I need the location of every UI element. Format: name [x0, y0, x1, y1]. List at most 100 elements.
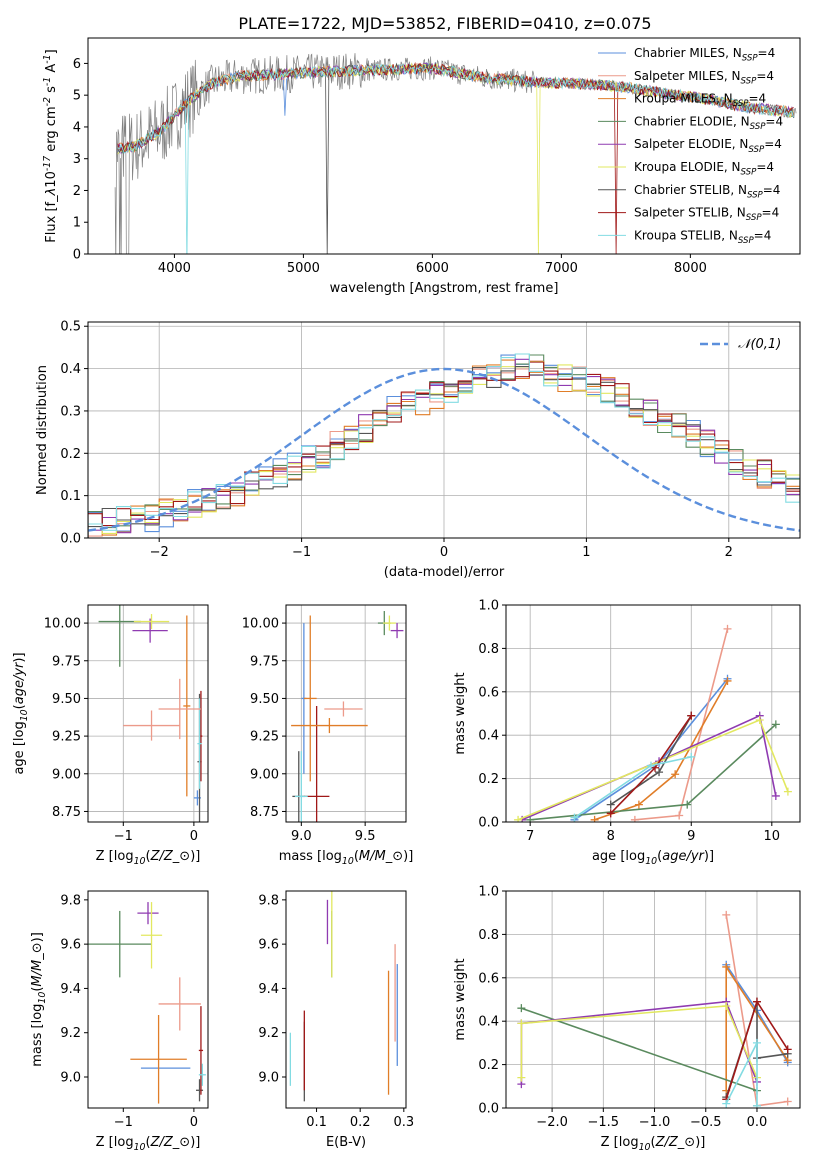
- model-spectrum-line: [117, 62, 794, 254]
- mass-weight-marker: [723, 676, 732, 685]
- x-tick-label: 0: [440, 545, 448, 560]
- x-axis-label: mass [log10​(M/M_⊙)]: [279, 849, 414, 867]
- x-tick-label: 9: [687, 829, 695, 844]
- age-vs-metallicity-panel: −1 0 8.75 9.00 9.25 9.50 9.75 10.00 Z [log10​(Z/…: [12, 604, 209, 867]
- plot-frame: [87, 321, 801, 539]
- y-tick-label: 0.1: [60, 489, 81, 504]
- mass-weight-marker: [687, 711, 696, 720]
- mass-weight-vs-age-panel: 7 8 9 10 0.0 0.2 0.4 0.6 0.8 1.0 age [log10​(age/y…: [453, 599, 801, 867]
- plot-area: [514, 624, 792, 822]
- model-spectrum-line: [117, 63, 794, 254]
- y-tick-label: 0.8: [478, 642, 499, 657]
- y-tick-label: 1: [73, 216, 81, 231]
- y-tick-label: 0.6: [478, 971, 499, 986]
- y-axis-label: mass weight: [453, 958, 468, 1040]
- legend-label: Chabrier ELODIE, NSSP​=4: [634, 114, 783, 132]
- x-tick-label: 8000: [674, 261, 707, 276]
- legend-label: Kroupa MILES, NSSP​=4: [634, 92, 766, 110]
- mass-weight-marker: [671, 770, 680, 779]
- y-tick-label: 9.75: [250, 654, 279, 669]
- x-axis-label: Z [log10​(Z/Z_⊙)]: [96, 1135, 201, 1153]
- mass-weight-line: [520, 1005, 758, 1078]
- mass-weight-marker: [630, 815, 639, 822]
- x-tick-label: −2: [150, 545, 169, 560]
- y-tick-label: 1.0: [478, 599, 499, 614]
- residual-histogram-panel: −2 −1 0 1 2 0.0 0.1 0.2 0.3 0.4 0.5 (data-model)/er…: [35, 320, 801, 580]
- plot-frame: [505, 890, 801, 1109]
- mass-weight-marker: [646, 761, 655, 770]
- x-tick-label: −1.0: [639, 1115, 671, 1130]
- y-tick-label: 1.0: [478, 885, 499, 900]
- mass-weight-marker: [752, 997, 761, 1006]
- y-tick-label: 9.50: [52, 692, 81, 707]
- mass-weight-marker: [783, 787, 792, 796]
- x-tick-label: −0.5: [690, 1115, 722, 1130]
- mass-weight-marker: [771, 791, 780, 800]
- mass-weight-marker: [606, 800, 615, 809]
- plot-area: [88, 902, 206, 1104]
- y-tick-label: 9.0: [60, 1071, 81, 1086]
- mass-vs-metallicity-panel: −1 0 9.0 9.2 9.4 9.6 9.8 Z [log10​(Z/Z_⊙)] mass …: [30, 890, 209, 1153]
- y-tick-label: 9.75: [52, 654, 81, 669]
- mass-weight-marker: [590, 815, 599, 822]
- plot-frame: [285, 890, 407, 1109]
- x-tick-label: 8: [607, 829, 615, 844]
- mass-weight-marker: [755, 716, 764, 725]
- y-tick-label: 0.2: [478, 1058, 499, 1073]
- y-tick-label: 10.00: [44, 617, 81, 632]
- y-tick-label: 0: [73, 248, 81, 263]
- y-tick-label: 9.2: [258, 1026, 279, 1041]
- x-tick-label: 7000: [545, 261, 578, 276]
- mass-weight-marker: [783, 1097, 792, 1106]
- y-tick-label: 10.00: [242, 617, 279, 632]
- y-tick-label: 9.4: [60, 982, 81, 997]
- x-tick-label: 10: [764, 829, 781, 844]
- legend-label: Salpeter MILES, NSSP​=4: [634, 69, 774, 87]
- plot-frame: [87, 604, 209, 823]
- x-axis-label: E(B-V): [326, 1135, 366, 1150]
- legend-label: Salpeter STELIB, NSSP​=4: [634, 206, 779, 224]
- y-tick-label: 9.25: [52, 730, 81, 745]
- residual-histogram-step: [88, 360, 800, 538]
- plot-area: [291, 611, 404, 822]
- x-tick-label: 7: [526, 829, 534, 844]
- y-tick-label: 9.4: [258, 982, 279, 997]
- mass-weight-marker: [570, 813, 579, 822]
- plot-area: [98, 605, 203, 822]
- mass-weight-line: [634, 628, 729, 821]
- y-tick-label: 3: [73, 152, 81, 167]
- y-tick-label: 0.2: [60, 447, 81, 462]
- legend-label: Kroupa STELIB, NSSP​=4: [634, 228, 771, 246]
- mass-weight-marker: [606, 809, 615, 818]
- y-tick-label: 9.25: [250, 730, 279, 745]
- legend-label: 𝒩(0,1): [738, 337, 781, 352]
- x-tick-label: 5000: [287, 261, 320, 276]
- x-tick-label: −1.5: [588, 1115, 620, 1130]
- mass-weight-marker: [517, 1004, 526, 1013]
- x-tick-label: 6000: [416, 261, 449, 276]
- mass-weight-marker: [655, 768, 664, 777]
- plot-frame: [87, 37, 801, 255]
- legend-label: Kroupa ELODIE, NSSP​=4: [634, 160, 774, 178]
- mass-weight-marker: [723, 624, 732, 633]
- y-tick-label: 8.75: [52, 805, 81, 820]
- x-tick-label: −1: [114, 1115, 133, 1130]
- y-axis-label: Flux [f_λ10-17​ erg cm-2​ s-1​ A-1​]: [42, 49, 59, 242]
- mass-weight-marker: [517, 1073, 526, 1082]
- x-tick-label: 1: [582, 545, 590, 560]
- plot-frame: [87, 890, 209, 1109]
- age-vs-mass-panel: 9.0 9.5 8.75 9.00 9.25 9.50 9.75 10.00 mass [log…: [242, 604, 414, 867]
- y-tick-label: 9.8: [60, 893, 81, 908]
- x-tick-label: 0.2: [350, 1115, 371, 1130]
- mass-weight-line: [530, 723, 777, 821]
- y-tick-label: 0.4: [60, 362, 81, 377]
- y-tick-label: 0.4: [478, 1015, 499, 1030]
- plot-area: [517, 910, 792, 1108]
- mass-weight-marker: [517, 1019, 526, 1028]
- x-axis-label: (data-model)/error: [384, 565, 505, 580]
- mass-weight-marker: [722, 962, 731, 971]
- legend-label: Salpeter ELODIE, NSSP​=4: [634, 137, 782, 155]
- x-tick-label: 0.3: [393, 1115, 414, 1130]
